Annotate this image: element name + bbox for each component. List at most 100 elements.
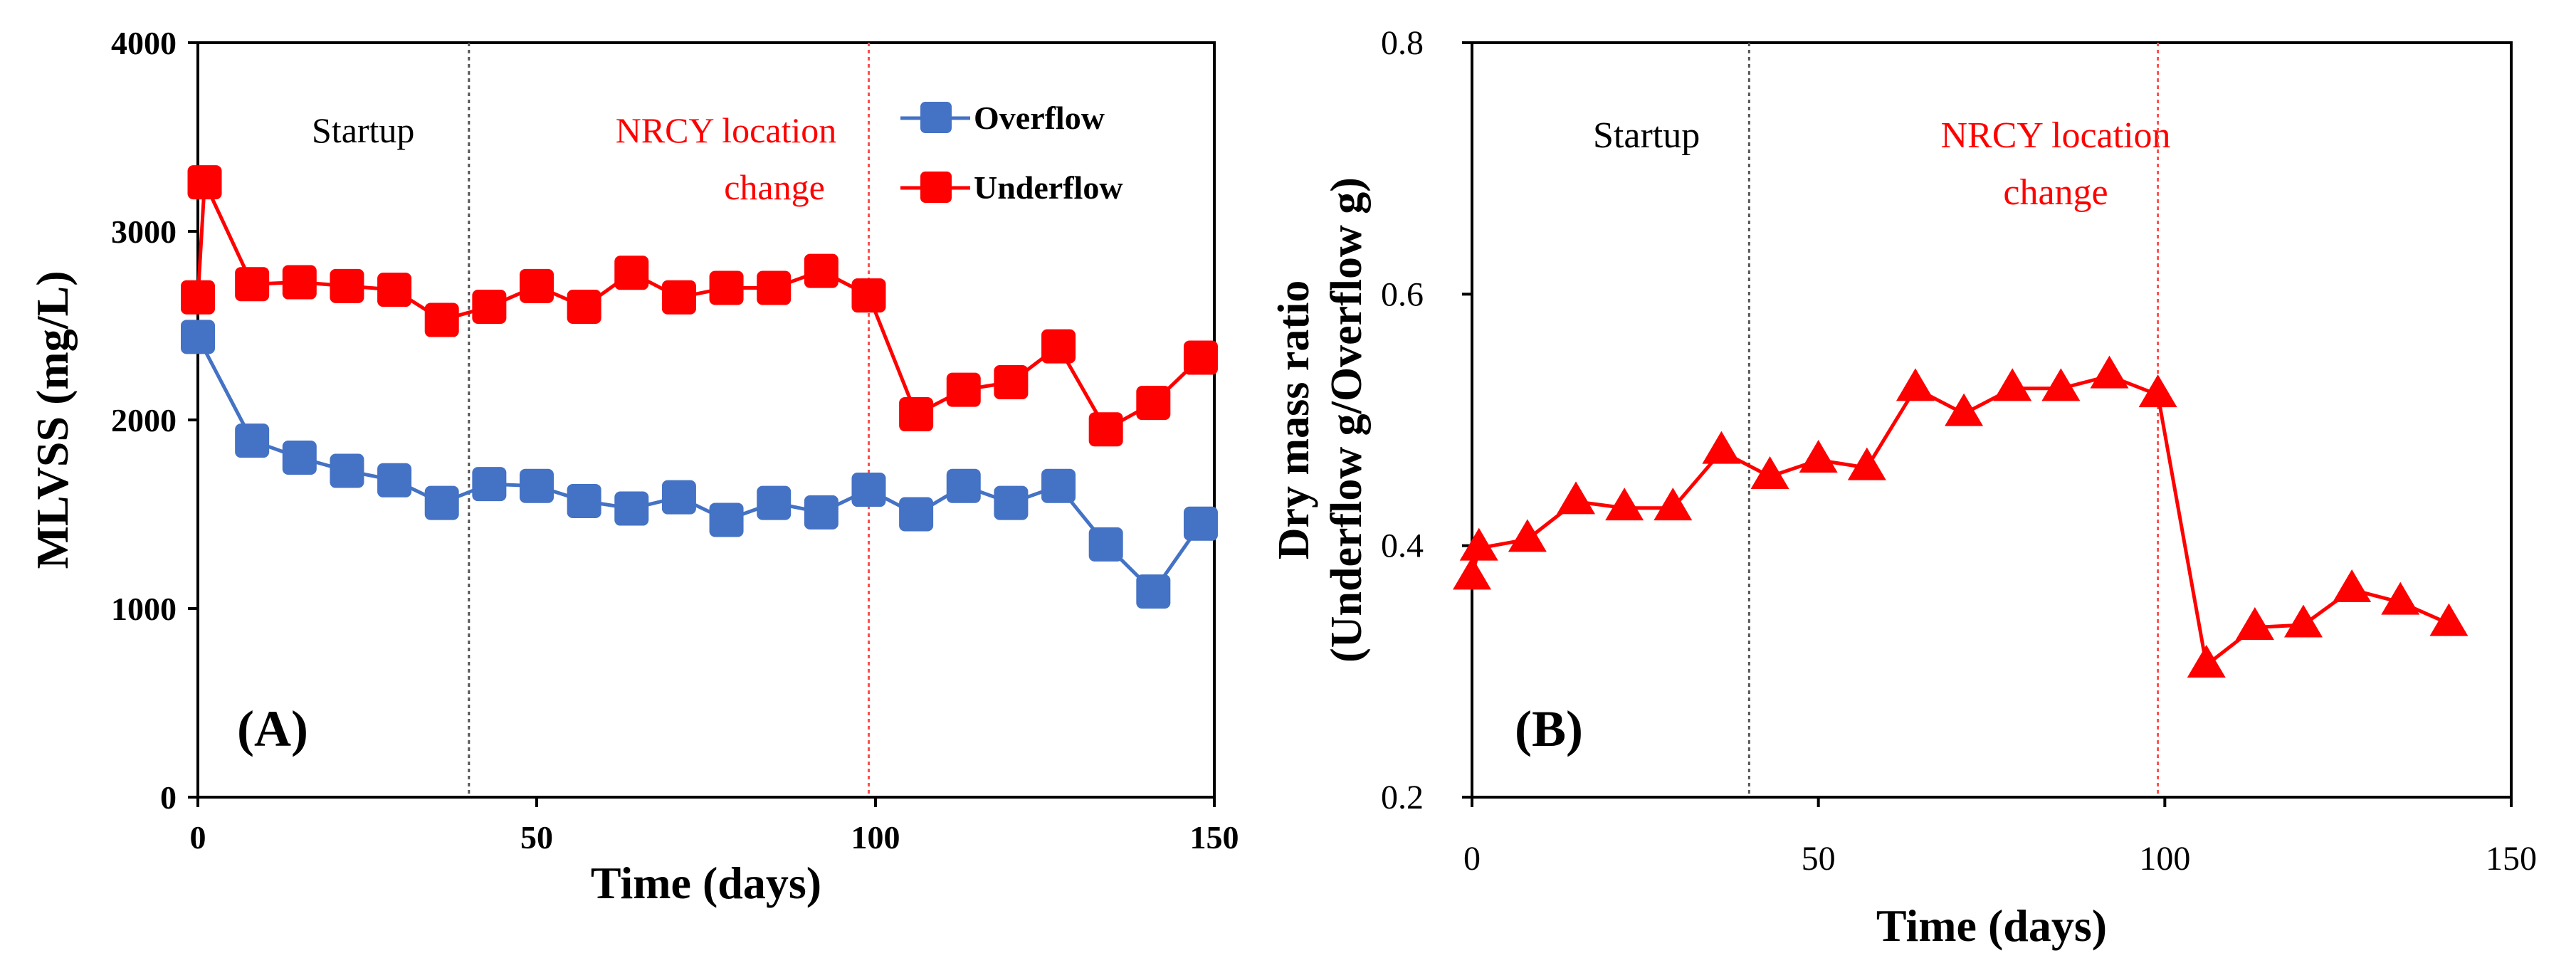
panel-a: (A) MLVSS (mg/L) Time (days) Startup NRC…: [27, 25, 1239, 908]
x-tick-label-b: 0: [1463, 840, 1481, 878]
data-point-triangle: [2381, 581, 2420, 615]
y-tick-label-a: 3000: [111, 214, 177, 250]
data-point-underflow: [1183, 340, 1218, 375]
series-line-overflow: [196, 336, 1203, 594]
startup-annotation-a: Startup: [312, 110, 414, 150]
data-point-underflow: [709, 270, 744, 305]
data-point-overflow: [899, 497, 934, 532]
data-point-underflow: [472, 290, 507, 324]
data-point-underflow: [377, 273, 412, 307]
data-point-underflow: [235, 267, 270, 302]
data-point-overflow: [520, 468, 554, 503]
data-point-overflow: [1041, 468, 1076, 503]
data-point-triangle: [1799, 440, 1838, 473]
data-point-triangle: [1557, 481, 1595, 515]
y-tick-label-b: 0.6: [1381, 275, 1424, 313]
data-point-overflow: [424, 485, 459, 520]
data-point-underflow: [661, 280, 696, 315]
data-point-triangle: [2138, 374, 2177, 408]
x-axis-title-a: Time (days): [591, 858, 821, 908]
x-tick-label-a: 50: [520, 819, 553, 856]
data-point-triangle: [1508, 519, 1547, 552]
data-point-overflow: [330, 453, 364, 488]
startup-annotation-b: Startup: [1593, 115, 1700, 156]
x-tick-label-b: 150: [2486, 840, 2537, 878]
data-point-underflow: [330, 268, 364, 303]
y-tick-label-b: 0.4: [1381, 527, 1424, 565]
data-point-overflow: [282, 441, 317, 475]
data-point-triangle: [1750, 456, 1789, 489]
data-point-overflow: [709, 502, 744, 537]
data-point-underflow: [851, 278, 886, 313]
data-point-underflow: [1088, 412, 1123, 447]
data-point-overflow: [661, 480, 696, 515]
data-point-overflow: [181, 320, 215, 354]
data-point-overflow: [851, 473, 886, 507]
data-point-overflow: [377, 463, 412, 498]
data-point-triangle: [1453, 557, 1491, 590]
data-point-underflow: [899, 397, 934, 432]
data-point-underflow: [614, 256, 649, 290]
data-point-triangle: [1945, 393, 1984, 426]
data-point-triangle: [1993, 368, 2032, 401]
data-point-underflow: [946, 372, 981, 407]
legend-label-underflow: Underflow: [974, 169, 1123, 206]
data-point-triangle: [2041, 368, 2081, 401]
nrcy-annotation-line2-b: change: [2003, 172, 2108, 213]
y-tick-label-a: 0: [160, 779, 177, 816]
legend-label-overflow: Overflow: [974, 100, 1105, 136]
series-line-dry-mass-ratio: [1470, 374, 2450, 669]
plot-area-b: [1471, 41, 2513, 799]
x-tick-label-b: 100: [2139, 840, 2190, 878]
data-point-triangle: [1654, 488, 1693, 521]
data-point-triangle: [2235, 606, 2274, 640]
nrcy-annotation-line1-b: NRCY location: [1940, 115, 2170, 156]
data-point-triangle: [1605, 488, 1644, 521]
data-point-triangle: [1896, 368, 1935, 401]
y-tick-label-a: 1000: [111, 591, 177, 627]
panel-label-b: (B): [1515, 700, 1583, 757]
data-point-overflow: [1136, 574, 1171, 609]
y-axis-title-line2-b: (Underflow g/Overflow g): [1323, 177, 1371, 663]
data-point-overflow: [1183, 506, 1218, 541]
data-point-overflow: [567, 483, 601, 518]
data-point-underflow: [181, 280, 215, 315]
data-point-overflow: [472, 467, 507, 502]
data-point-underflow: [804, 253, 838, 288]
data-point-triangle: [2333, 569, 2372, 602]
data-point-overflow: [614, 491, 649, 526]
panel-b: (B) Dry mass ratio (Underflow g/Overflow…: [1270, 24, 2537, 951]
data-point-underflow: [757, 270, 792, 305]
x-tick-label-a: 100: [851, 819, 900, 856]
y-tick-label-a: 4000: [111, 25, 177, 61]
legend-marker-overflow: [920, 102, 952, 133]
y-tick-label-b: 0.2: [1381, 779, 1424, 816]
data-point-triangle: [2187, 644, 2226, 678]
data-point-triangle: [1702, 431, 1741, 464]
data-point-underflow: [520, 268, 554, 303]
data-point-overflow: [757, 485, 792, 520]
data-point-underflow: [187, 165, 222, 200]
legend-a: Overflow Underflow: [900, 100, 1123, 206]
x-tick-label-a: 0: [190, 819, 206, 856]
data-point-underflow: [1041, 329, 1076, 364]
data-point-overflow: [235, 423, 270, 458]
data-point-underflow: [282, 265, 317, 300]
data-point-triangle: [2429, 603, 2469, 636]
data-point-underflow: [424, 302, 459, 337]
x-tick-label-a: 150: [1190, 819, 1239, 856]
data-point-overflow: [804, 495, 838, 530]
series-line-underflow: [196, 181, 1202, 432]
data-point-triangle: [1847, 447, 1886, 480]
data-point-overflow: [1088, 527, 1123, 562]
y-tick-label-b: 0.8: [1381, 24, 1424, 62]
nrcy-annotation-line2-a: change: [724, 167, 825, 207]
data-point-underflow: [994, 365, 1029, 399]
panel-label-a: (A): [237, 700, 308, 757]
nrcy-annotation-line1-a: NRCY location: [616, 110, 837, 150]
data-point-triangle: [1459, 527, 1498, 561]
plot-area-a: [196, 41, 1216, 799]
y-tick-label-a: 2000: [111, 402, 177, 438]
data-point-underflow: [567, 290, 601, 324]
